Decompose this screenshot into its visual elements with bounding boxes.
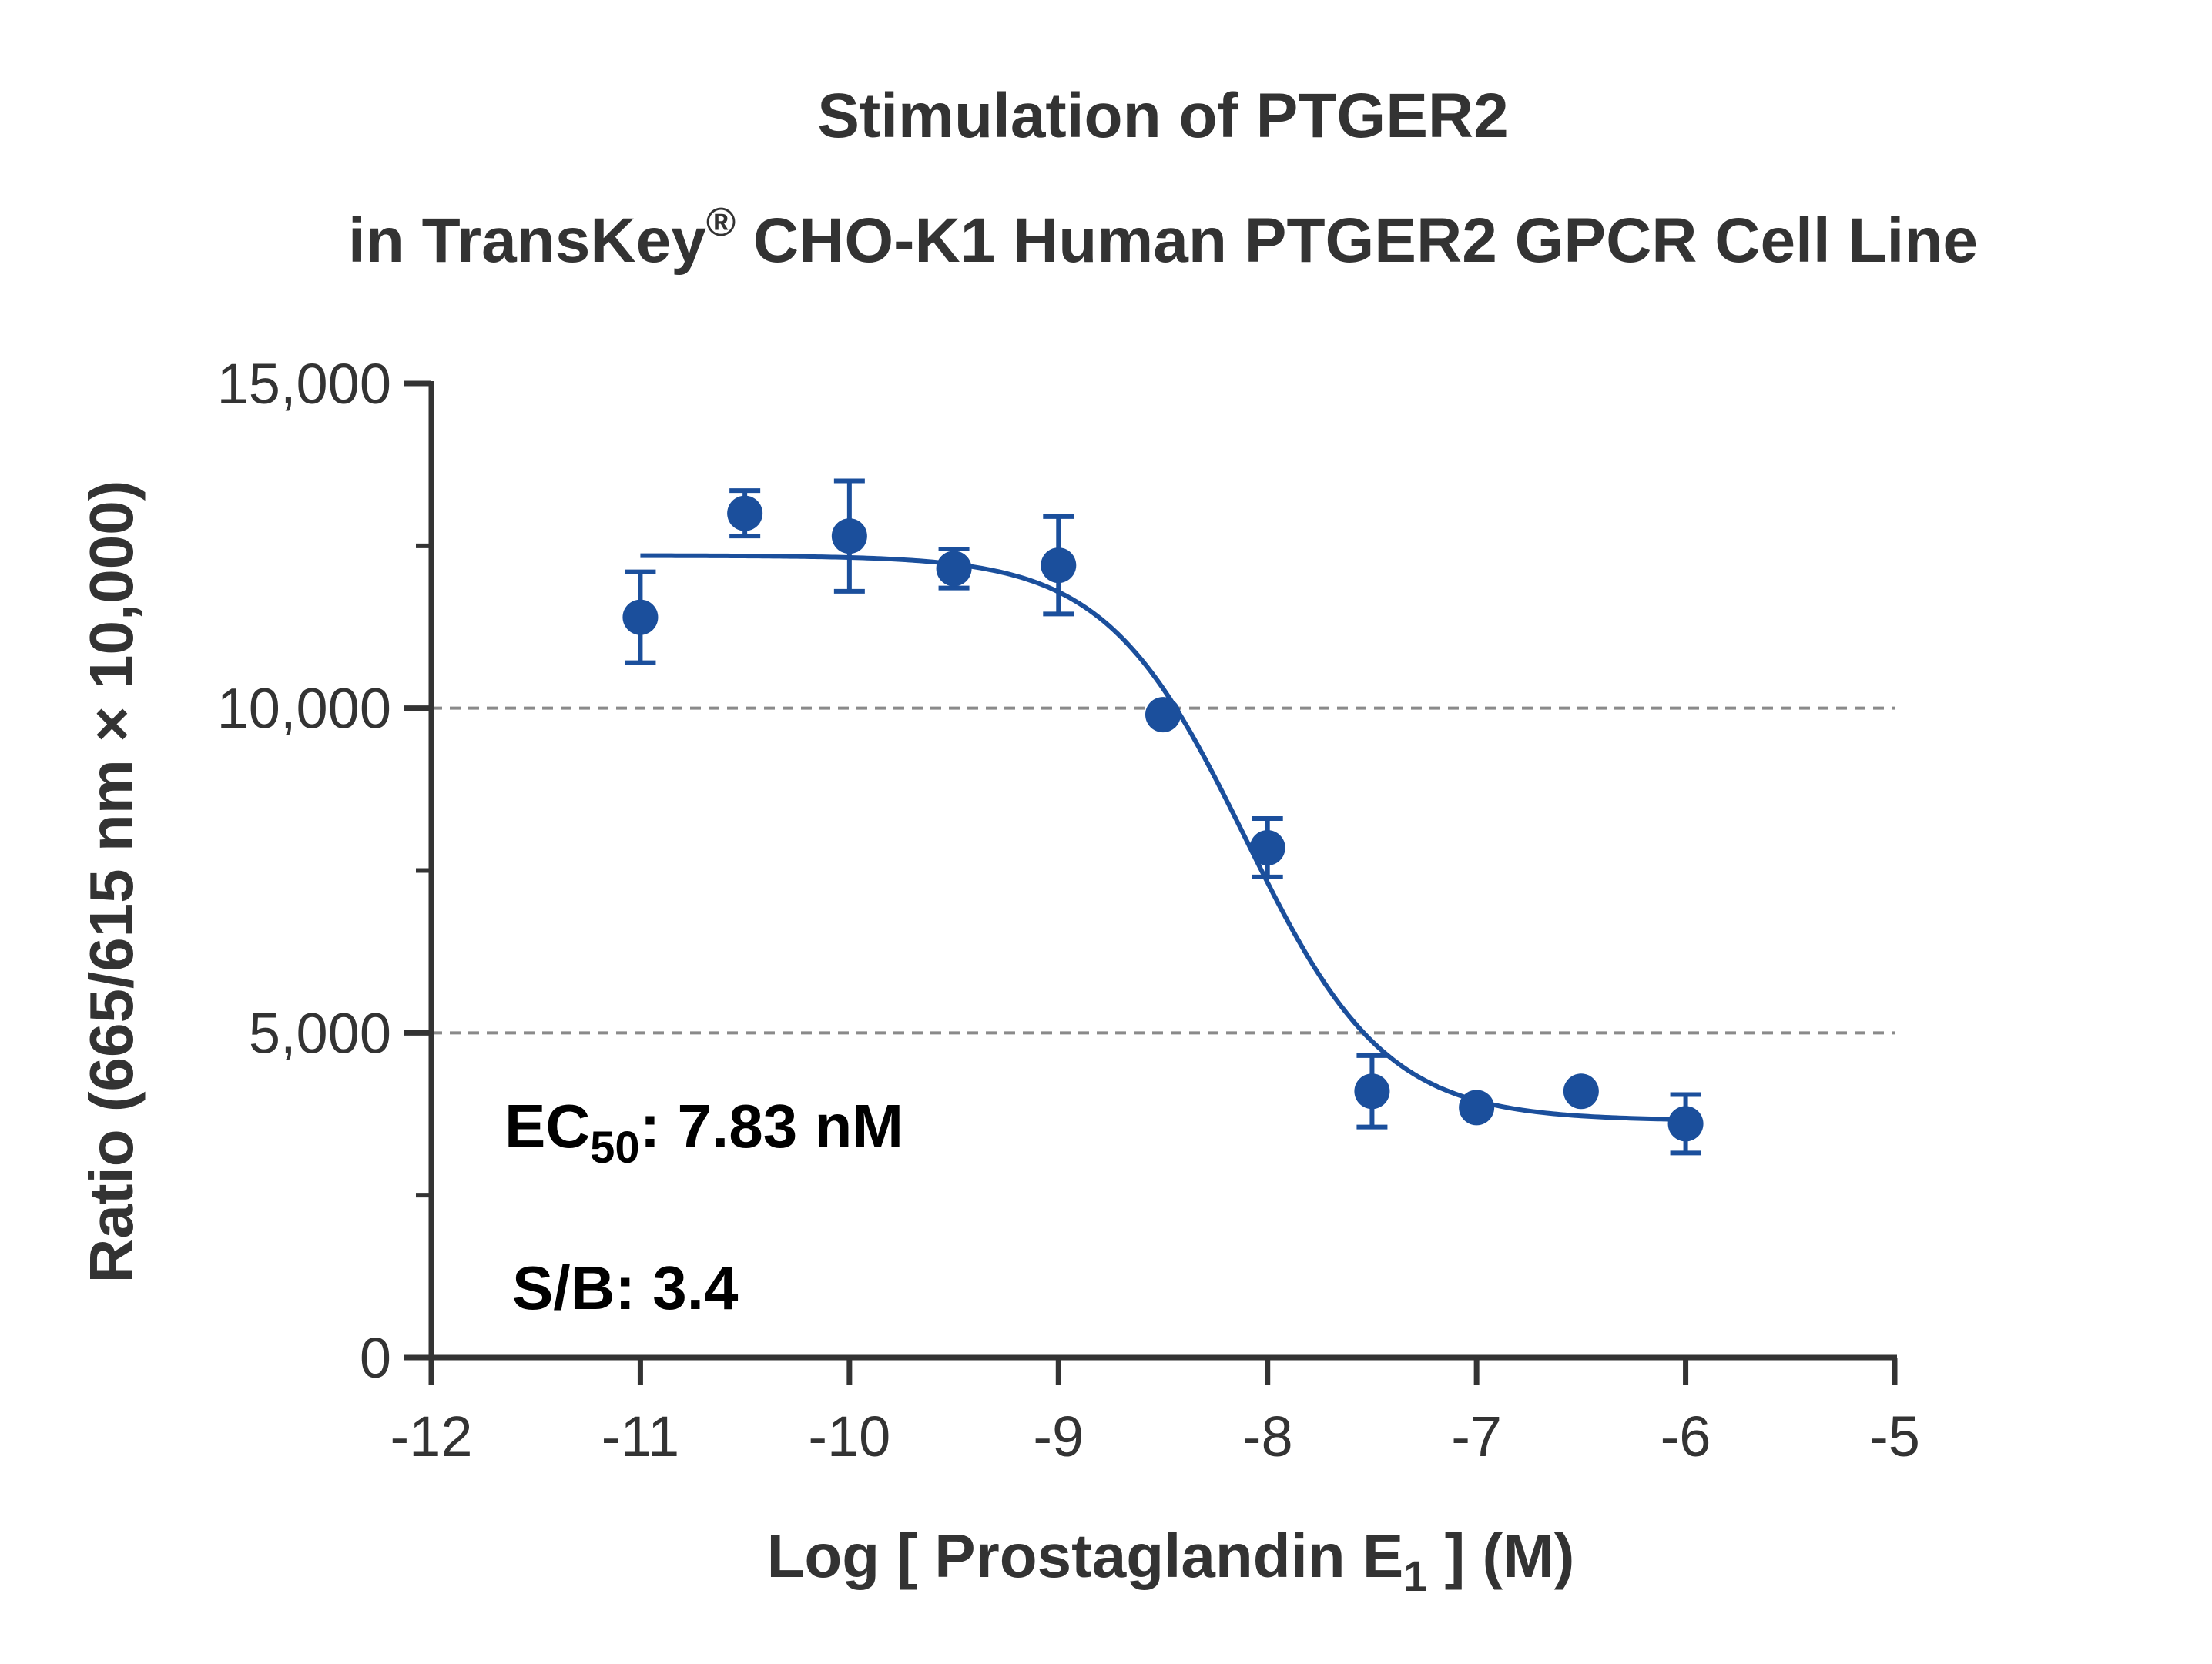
fit-curve [640,553,1686,1122]
data-point-group [1459,1090,1495,1126]
data-point-group [936,547,972,591]
data-point-group [1145,697,1181,733]
x-axis-title: Log [ Prostaglandin E1 ] (M) [767,1522,1575,1600]
x-tick-label: -5 [1869,1405,1920,1468]
data-point [1249,829,1285,865]
chart-title-line-2: in TransKey® CHO-K1 Human PTGER2 GPCR Ce… [348,200,1978,276]
chart-title-line-2-post: CHO-K1 Human PTGER2 GPCR Cell Line [736,206,1978,276]
ec50-annotation-post: : 7.83 nM [640,1092,903,1160]
data-point [831,518,867,554]
data-point [727,495,763,531]
data-point [1041,547,1077,584]
data-points-layer [622,478,1704,1156]
x-axis-title-post: ] (M) [1427,1522,1574,1590]
data-point-group [727,488,763,539]
data-point-group [622,569,659,665]
gridlines [431,706,1895,1035]
data-point-group [1249,816,1285,879]
fit-curve-layer [640,553,1686,1122]
y-tick-label: 10,000 [217,677,391,741]
data-point [1145,697,1181,733]
data-point [1563,1073,1599,1110]
x-tick-label: -11 [602,1405,679,1468]
x-tick-label: -7 [1451,1405,1502,1468]
x-axis-title-pre: Log [ Prostaglandin E [767,1522,1404,1590]
data-point [936,551,972,587]
x-tick-label: -10 [808,1405,890,1468]
x-tick-label: -12 [390,1405,473,1468]
data-point-group [1354,1053,1390,1130]
data-point-group [1563,1073,1599,1110]
ec50-annotation-pre: EC [504,1092,590,1160]
y-tick-label: 0 [360,1326,391,1390]
ec50-annotation-sub: 50 [590,1123,640,1173]
registered-mark: ® [706,200,736,245]
x-tick-label: -8 [1242,1405,1293,1468]
y-axis-title: Ratio (665/615 nm × 10,000) [77,480,146,1284]
chart-title-line-1: Stimulation of PTGER2 [817,81,1508,151]
data-point-group [1041,514,1077,617]
data-point [622,599,659,635]
y-tick-label: 5,000 [249,1001,391,1065]
ec50-annotation: EC50: 7.83 nM [504,1092,903,1173]
x-axis-title-sub: 1 [1403,1552,1427,1600]
x-tick-label: -9 [1033,1405,1084,1468]
chart-title-line-2-pre: in TransKey [348,206,706,276]
y-tick-label: 15,000 [217,352,391,416]
data-point [1354,1073,1390,1110]
data-point-group [1667,1092,1704,1156]
data-point [1667,1106,1704,1142]
data-point-group [831,478,867,594]
sb-annotation: S/B: 3.4 [512,1254,739,1322]
x-tick-label: -6 [1661,1405,1711,1468]
axes: 0 5,000 10,000 15,000 -12 -11 -10 -9 -8 -7 -6 -5 [217,352,1920,1468]
data-point [1459,1090,1495,1126]
